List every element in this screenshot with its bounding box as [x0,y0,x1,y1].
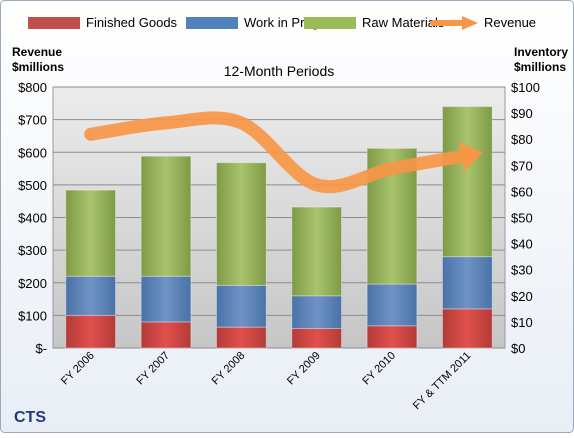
right-tick-label: $0 [511,341,525,356]
bar-work-in-progress [140,275,192,323]
right-axis-title-line2: $millions [514,60,566,74]
bar-finished-goods [366,325,418,349]
right-axis-ticks: $0 $10 $20 $30 $40 $50 $60 $70 $80 $90 $100 [511,80,540,356]
left-tick-label: $400 [18,211,47,226]
bar-work-in-progress [215,284,267,328]
right-axis-title-line1: Inventory [514,45,568,59]
bar-work-in-progress [291,295,343,329]
revenue-line-path [84,111,474,194]
bar-raw-materials [65,189,117,277]
bar-finished-goods [215,326,267,349]
left-tick-label: $200 [18,276,47,291]
legend: Finished Goods Work in Progress Raw Mate… [28,15,536,30]
left-tick-label: $700 [18,113,47,128]
right-tick-label: $70 [511,158,533,173]
right-tick-label: $90 [511,106,533,121]
right-tick-label: $60 [511,184,533,199]
bar-work-in-progress [366,283,418,327]
left-tick-label: $600 [18,145,47,160]
left-axis-title-line2: $millions [12,60,64,74]
left-tick-label: $500 [18,178,47,193]
bar-raw-materials [291,206,343,297]
bar-work-in-progress [441,256,493,310]
revenue-line [84,111,484,194]
bar-finished-goods [291,327,343,349]
right-tick-label: $40 [511,237,533,252]
legend-swatch-finished-goods [28,17,80,29]
legend-swatch-work-in-progress [186,17,238,29]
legend-arrowhead-revenue [462,16,478,30]
left-tick-label: $300 [18,243,47,258]
right-tick-label: $10 [511,315,533,330]
left-axis-title-line1: Revenue [12,45,62,59]
legend-swatch-raw-materials [304,17,356,29]
legend-label-revenue: Revenue [484,15,536,30]
bar-raw-materials [140,155,192,277]
bars [65,106,493,349]
legend-label-finished-goods: Finished Goods [86,15,178,30]
left-axis-ticks: $- $100 $200 $300 $400 $500 $600 $700 $800 [18,80,47,356]
bar-finished-goods [441,308,493,349]
right-tick-label: $80 [511,132,533,147]
right-tick-label: $20 [511,289,533,304]
bar-raw-materials [441,106,493,258]
bar-raw-materials [215,162,267,286]
bar-finished-goods [140,321,192,349]
chart-title: 12-Month Periods [224,63,335,79]
right-tick-label: $30 [511,263,533,278]
bar-work-in-progress [65,275,117,316]
right-tick-label: $100 [511,80,540,95]
right-tick-label: $50 [511,211,533,226]
left-tick-label: $100 [18,308,47,323]
revenue-arrowhead [458,141,484,172]
left-tick-label: $- [35,341,47,356]
bar-finished-goods [65,314,117,349]
company-label: CTS [14,409,46,426]
left-tick-label: $800 [18,80,47,95]
legend-label-raw-materials: Raw Materials [362,15,445,30]
gridlines [53,86,505,349]
